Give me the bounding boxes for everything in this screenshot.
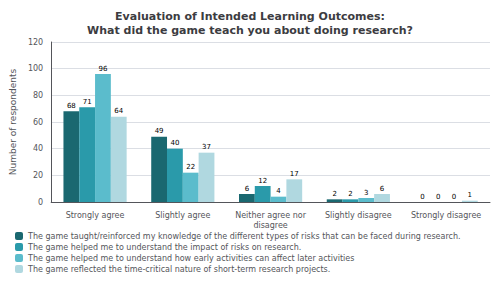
svg-text:disagree: disagree (253, 221, 287, 230)
svg-text:100: 100 (28, 64, 43, 73)
svg-text:0: 0 (436, 193, 440, 201)
svg-text:4: 4 (276, 187, 281, 195)
svg-text:The game helped me to understa: The game helped me to understand the imp… (27, 243, 301, 252)
svg-text:0: 0 (38, 198, 43, 207)
svg-text:80: 80 (33, 91, 43, 100)
svg-text:Strongly disagree: Strongly disagree (411, 211, 481, 220)
svg-text:3: 3 (364, 189, 368, 197)
svg-text:40: 40 (170, 139, 179, 147)
svg-text:22: 22 (186, 163, 195, 171)
svg-text:20: 20 (33, 171, 43, 180)
svg-text:6: 6 (245, 185, 250, 193)
svg-text:Neither agree nor: Neither agree nor (235, 211, 307, 220)
svg-text:2: 2 (332, 190, 336, 198)
svg-text:49: 49 (155, 127, 164, 135)
svg-text:96: 96 (98, 65, 107, 73)
svg-text:37: 37 (202, 143, 211, 151)
svg-text:17: 17 (290, 170, 299, 178)
svg-text:Strongly agree: Strongly agree (66, 211, 125, 220)
svg-text:64: 64 (114, 107, 123, 115)
svg-text:Slightly agree: Slightly agree (155, 211, 210, 220)
svg-text:The game helped me to understa: The game helped me to understand how ear… (27, 254, 354, 263)
svg-text:Number of respondents: Number of respondents (8, 69, 18, 176)
svg-text:What did the game teach you ab: What did the game teach you about doing … (87, 24, 413, 37)
svg-text:The game taught/reinforced my: The game taught/reinforced my knowledge … (27, 232, 461, 241)
svg-text:2: 2 (348, 190, 352, 198)
svg-text:Slightly disagree: Slightly disagree (325, 211, 392, 220)
svg-text:12: 12 (258, 177, 267, 185)
svg-text:6: 6 (380, 185, 385, 193)
svg-text:The game reflected the time-cr: The game reflected the time-critical nat… (27, 265, 330, 274)
svg-text:120: 120 (28, 38, 43, 47)
svg-text:1: 1 (468, 191, 472, 199)
svg-text:0: 0 (420, 193, 424, 201)
svg-text:0: 0 (452, 193, 456, 201)
svg-text:68: 68 (67, 102, 76, 110)
svg-text:60: 60 (33, 118, 43, 127)
svg-text:40: 40 (33, 144, 43, 153)
svg-text:Evaluation of Intended Learnin: Evaluation of Intended Learning Outcomes… (115, 10, 385, 23)
svg-text:71: 71 (83, 98, 92, 106)
